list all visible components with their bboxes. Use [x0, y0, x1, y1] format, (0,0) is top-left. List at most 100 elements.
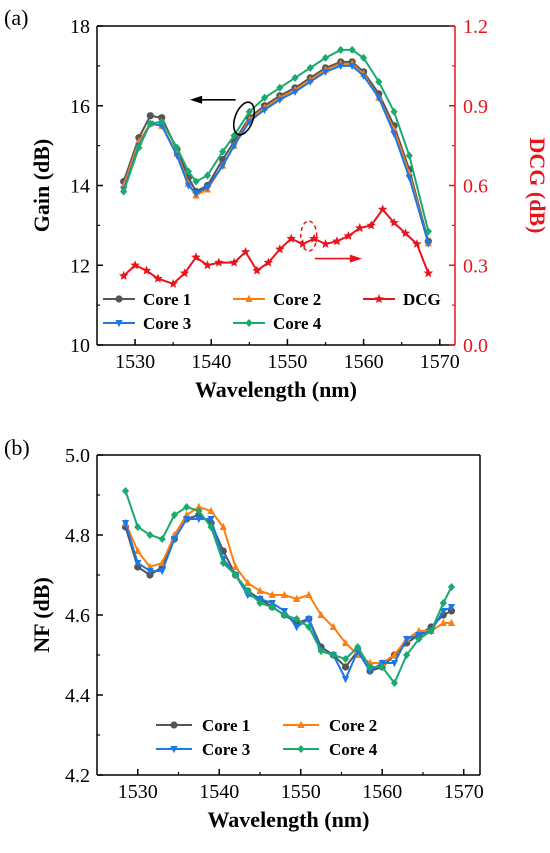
data-point — [412, 238, 422, 249]
data-point — [146, 112, 154, 120]
data-point — [329, 651, 337, 659]
data-point — [366, 668, 374, 676]
data-point — [337, 62, 345, 71]
data-point — [219, 522, 227, 530]
data-point — [146, 119, 154, 128]
series-line — [122, 64, 430, 244]
legend-label: Core 3 — [202, 740, 250, 759]
data-point — [320, 238, 331, 249]
data-point — [306, 78, 314, 87]
y-tick-label: 4.4 — [65, 685, 90, 707]
y-axis-title: NF (dB) — [29, 577, 54, 653]
x-tick-label: 1570 — [420, 351, 460, 373]
data-point — [195, 502, 203, 510]
series-line — [124, 490, 453, 685]
data-point — [170, 536, 179, 544]
data-point — [134, 523, 142, 531]
data-point — [268, 590, 276, 598]
data-point — [354, 643, 362, 651]
legend-item: Core 2 — [233, 290, 321, 309]
data-point — [276, 83, 284, 92]
data-point — [291, 88, 299, 96]
data-point — [207, 523, 215, 531]
data-point — [305, 590, 313, 598]
data-point — [293, 615, 301, 623]
series-core-1 — [120, 58, 432, 245]
data-point — [321, 53, 330, 62]
x-tick-label: 1530 — [118, 781, 158, 803]
data-point — [341, 638, 350, 646]
data-point — [355, 223, 365, 233]
legend-marker — [245, 319, 253, 327]
data-point — [268, 603, 276, 611]
data-point — [202, 260, 213, 270]
data-point — [427, 627, 435, 635]
data-point — [276, 96, 284, 104]
data-point — [244, 578, 252, 586]
x-tick-label: 1570 — [444, 781, 484, 803]
data-point — [306, 63, 314, 72]
data-point — [135, 143, 143, 152]
data-point — [153, 273, 163, 283]
data-point — [400, 228, 411, 238]
data-point — [207, 516, 215, 524]
data-point — [286, 233, 296, 243]
data-point — [405, 174, 413, 182]
data-point — [390, 107, 398, 116]
data-point — [305, 616, 313, 624]
data-point — [366, 663, 374, 671]
data-point — [341, 655, 350, 663]
series-core-4 — [120, 45, 432, 236]
data-point — [231, 562, 240, 570]
legend-label: Core 3 — [143, 314, 191, 333]
data-point — [121, 487, 130, 495]
data-point — [337, 45, 345, 54]
data-point — [305, 623, 313, 631]
dcg-arrowhead — [349, 254, 363, 263]
data-point — [439, 608, 447, 616]
data-point — [447, 583, 456, 591]
data-point — [214, 257, 224, 267]
legend-label: Core 1 — [143, 290, 191, 309]
x-axis-title: Wavelength (nm) — [208, 807, 370, 832]
data-point — [447, 604, 456, 612]
dcg-ellipse — [300, 220, 318, 252]
legend-marker — [297, 745, 305, 753]
data-point — [375, 94, 383, 102]
y2-tick-label: 0.3 — [463, 255, 488, 277]
data-point — [231, 571, 240, 579]
legend-label: Core 2 — [273, 290, 321, 309]
data-point — [195, 516, 203, 524]
y-tick-label: 4.6 — [65, 605, 90, 627]
data-point — [252, 265, 262, 275]
data-point — [240, 246, 251, 256]
data-point — [158, 568, 166, 576]
data-point — [341, 663, 350, 671]
data-point — [389, 217, 399, 227]
data-point — [321, 68, 330, 77]
data-point — [390, 660, 399, 668]
data-point — [219, 162, 227, 170]
data-point — [256, 586, 264, 594]
data-point — [366, 220, 376, 230]
data-point — [275, 244, 285, 254]
data-point — [168, 278, 178, 288]
legend-marker — [115, 295, 123, 303]
data-point — [359, 72, 368, 81]
legend-item: Core 2 — [283, 716, 377, 735]
data-point — [332, 236, 342, 246]
data-point — [183, 503, 191, 511]
series-core-2 — [120, 59, 432, 247]
legend: Core 1 Core 2 Core 3 Core 4 — [156, 716, 378, 759]
data-point — [348, 62, 356, 71]
data-point — [297, 238, 308, 249]
y2-tick-label: 1.2 — [463, 16, 488, 38]
data-point — [146, 568, 154, 576]
data-point — [415, 635, 423, 643]
data-point — [207, 506, 215, 514]
data-point — [184, 167, 193, 176]
legend-item: Core 3 — [156, 740, 250, 759]
x-tick-label: 1530 — [115, 351, 155, 373]
legend-label: Core 4 — [273, 314, 322, 333]
y2-axis-title: DCG (dB) — [525, 138, 550, 234]
